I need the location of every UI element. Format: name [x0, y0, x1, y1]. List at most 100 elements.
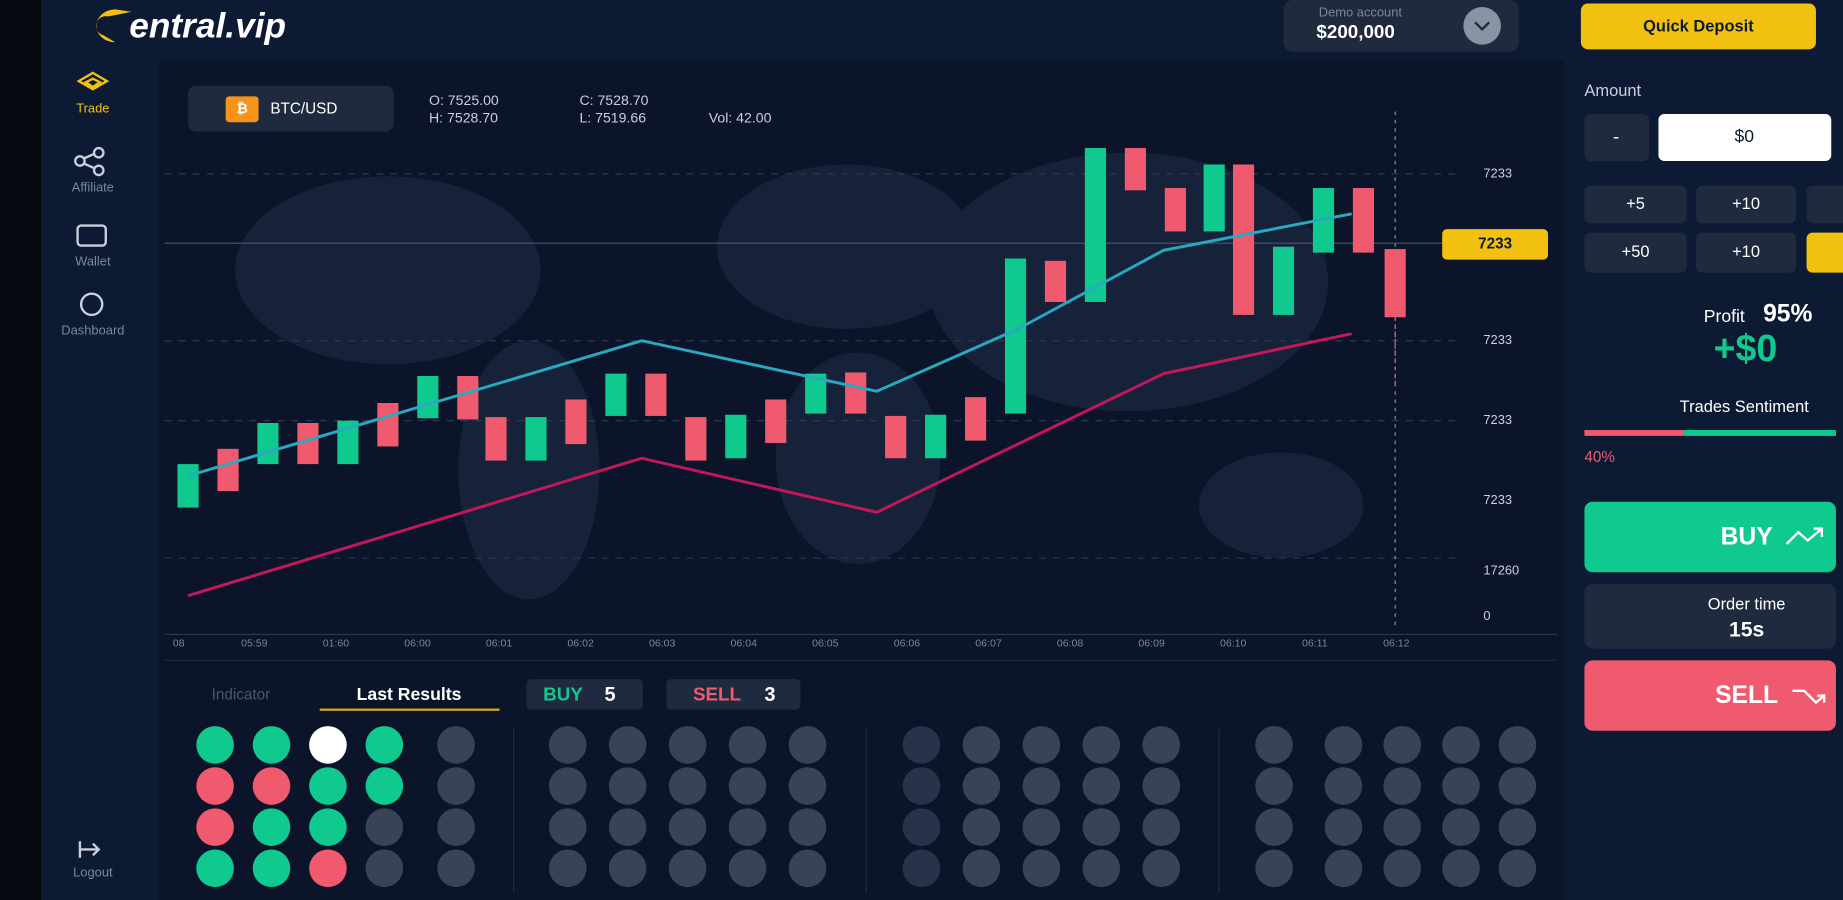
- result-dot: [1383, 726, 1422, 764]
- quick-amount-label: +50: [1622, 243, 1650, 261]
- sell-button[interactable]: [1584, 660, 1836, 731]
- quick-amount-partial[interactable]: [1806, 185, 1843, 224]
- account-box[interactable]: [1283, 0, 1519, 52]
- candle: [525, 417, 547, 461]
- x-label: 06:04: [731, 638, 758, 650]
- x-label: 06:10: [1220, 638, 1247, 650]
- pair: BTC/USD: [270, 100, 337, 117]
- result-dot: [548, 849, 587, 888]
- order-time-label: Order time: [1708, 595, 1786, 613]
- quick-amount-partial[interactable]: [1806, 232, 1843, 273]
- sentiment-label: Trades Sentiment: [1680, 398, 1810, 416]
- menu-label[interactable]: Dashboard: [61, 323, 124, 338]
- deposit-button[interactable]: [1580, 3, 1816, 50]
- menu-label[interactable]: Affiliate: [72, 179, 114, 194]
- result-dot: [1082, 726, 1121, 764]
- menu-label[interactable]: Wallet: [75, 253, 111, 268]
- result-dot: [1255, 849, 1293, 888]
- tab-indicator[interactable]: Indicator: [212, 687, 271, 704]
- account-dropdown[interactable]: [1463, 7, 1501, 45]
- amount-input[interactable]: [1658, 113, 1832, 161]
- result-dots: [196, 726, 1537, 888]
- x-label: 06:08: [1057, 638, 1084, 650]
- buy-count: 5: [604, 684, 615, 706]
- candle: [1232, 164, 1255, 315]
- result-dot: [728, 849, 767, 888]
- result-dot: [668, 808, 707, 846]
- result-dot: [365, 808, 404, 846]
- result-dot: [962, 808, 1001, 846]
- y-label: 17260: [1483, 562, 1519, 577]
- result-dot: [309, 849, 347, 888]
- candle: [457, 375, 479, 420]
- result-dot: [252, 726, 291, 764]
- result-dot: [788, 808, 827, 846]
- quick-amount-button[interactable]: [1584, 232, 1687, 273]
- quick-amount-button[interactable]: [1584, 185, 1687, 224]
- result-dot: [309, 808, 347, 846]
- amount-value: $0: [1734, 126, 1754, 146]
- dot-dividers: [513, 728, 1220, 893]
- buy-button[interactable]: [1584, 501, 1836, 573]
- logout-label[interactable]: Logout: [73, 864, 113, 879]
- result-dot: [548, 767, 587, 805]
- result-dot: [962, 726, 1001, 764]
- candle: [725, 414, 747, 459]
- result-dot: [1498, 726, 1537, 764]
- x-label: 06:05: [812, 638, 839, 650]
- y-label: 7233: [1483, 492, 1512, 507]
- candle: [805, 373, 827, 414]
- menu-label[interactable]: Trade: [76, 101, 109, 116]
- result-dot: [1082, 849, 1121, 888]
- candle: [1124, 148, 1146, 191]
- candle: [417, 375, 439, 419]
- result-dot: [902, 808, 941, 846]
- candle: [565, 399, 587, 445]
- result-dot: [1498, 849, 1537, 888]
- result-dot: [1082, 767, 1121, 805]
- affiliate-icon: [74, 146, 105, 177]
- result-dot: [548, 726, 587, 764]
- minus-label: -: [1613, 125, 1619, 146]
- result-dot: [902, 726, 941, 764]
- result-dot: [1142, 808, 1181, 846]
- result-dot: [252, 767, 291, 805]
- result-dot: [1255, 726, 1293, 764]
- quick-amount-button[interactable]: [1696, 232, 1796, 273]
- candle: [1164, 187, 1186, 232]
- candle: [885, 415, 907, 459]
- result-dot: [1383, 808, 1422, 846]
- result-dot: [1442, 808, 1480, 846]
- tab-last-results[interactable]: Last Results: [357, 684, 462, 704]
- y-label: 0: [1483, 608, 1490, 623]
- btc-icon: [225, 96, 259, 123]
- result-dot: [365, 767, 404, 805]
- axis-labels: 7233 7233 7233 7233 17260 0 08 05:59 01:60 06:00 0…: [173, 165, 1519, 649]
- sell-count: 3: [764, 684, 775, 706]
- price-tag: [1442, 229, 1548, 260]
- result-dot: [1142, 767, 1181, 805]
- candle: [377, 403, 399, 447]
- sentiment-buy: [1683, 430, 1836, 436]
- sell-count-box: [666, 679, 801, 710]
- chevron: [1474, 21, 1491, 32]
- minus-button[interactable]: [1584, 113, 1650, 161]
- sidebar: [41, 61, 159, 900]
- sentiment-sell: [1584, 430, 1684, 436]
- result-dot: [309, 726, 347, 764]
- quick-amount-button[interactable]: [1696, 185, 1796, 224]
- order-time-box[interactable]: [1584, 583, 1836, 649]
- account-label: Demo account: [1319, 4, 1403, 19]
- candle: [605, 373, 627, 416]
- y-label: 7233: [1483, 165, 1512, 180]
- low: L: 7519.66: [579, 109, 646, 125]
- result-dot: [1442, 726, 1480, 764]
- candle: [925, 414, 947, 459]
- result-dot: [437, 808, 475, 846]
- btc-symbol: ₿: [236, 100, 248, 116]
- profit-label: Profit: [1704, 306, 1745, 326]
- ma-slow: [187, 332, 1352, 598]
- result-dot: [196, 726, 234, 764]
- result-dot: [608, 808, 647, 846]
